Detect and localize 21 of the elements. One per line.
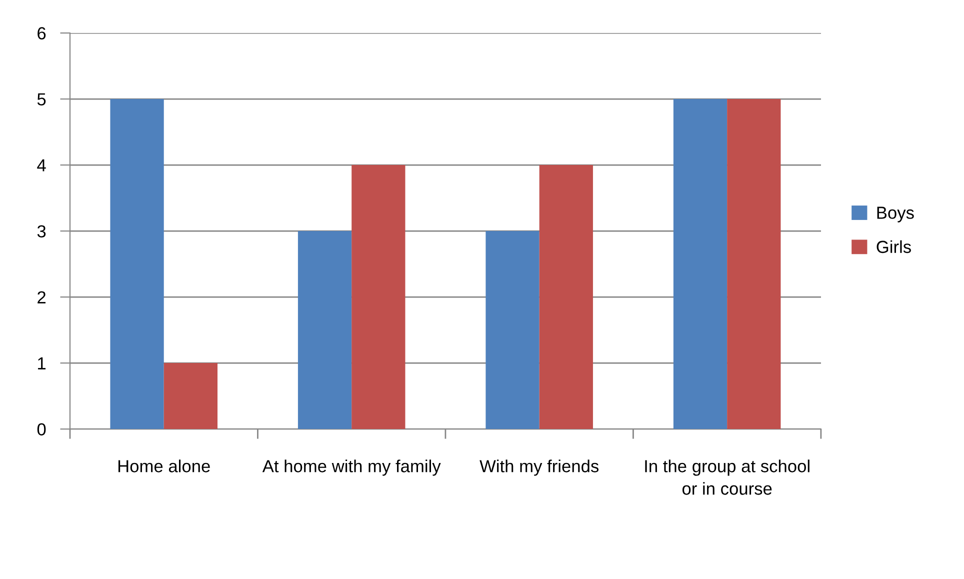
x-tick-label: At home with my family bbox=[262, 460, 441, 476]
bar bbox=[110, 99, 164, 430]
bar bbox=[486, 231, 540, 430]
legend-label: Boys bbox=[877, 206, 914, 222]
y-tick-label: 4 bbox=[37, 159, 46, 172]
y-tick-label: 0 bbox=[37, 423, 46, 436]
x-tick-label: In the group at school or in course bbox=[645, 460, 810, 495]
y-tick-label: 2 bbox=[38, 291, 46, 304]
x-tick-label: With my friends bbox=[480, 460, 599, 476]
bar bbox=[298, 231, 352, 430]
y-tick-label: 5 bbox=[37, 93, 46, 106]
legend-label: Girls bbox=[876, 240, 911, 254]
bar bbox=[727, 99, 781, 430]
bar bbox=[539, 165, 593, 430]
y-tick-label: 3 bbox=[37, 225, 46, 238]
x-tick-label: Home alone bbox=[118, 460, 210, 472]
bar bbox=[164, 363, 218, 430]
bar bbox=[673, 99, 728, 430]
bar bbox=[352, 165, 406, 430]
y-tick-label: 6 bbox=[38, 27, 46, 40]
y-tick-label: 1 bbox=[38, 357, 46, 370]
